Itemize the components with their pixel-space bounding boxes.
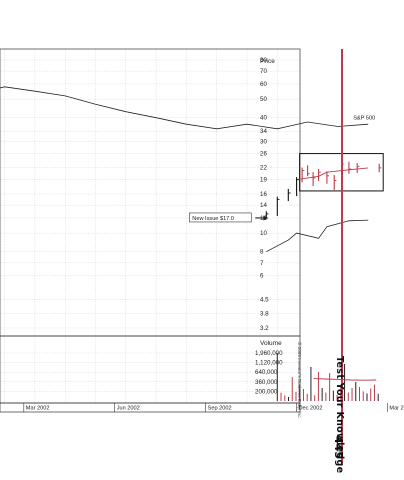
relative-strength-line	[266, 219, 369, 253]
volume-tick-label: 360,000	[255, 379, 278, 386]
page-margin-rule	[341, 49, 343, 465]
price-tick-label: 4.5	[260, 297, 269, 304]
price-panel: Price 80706050403430262219161412108764.5…	[0, 48, 384, 337]
annotation-new-issue-box	[189, 212, 252, 223]
price-tick-label: 22	[260, 164, 267, 171]
price-tick-label: 34	[260, 128, 267, 135]
volume-bars	[276, 353, 379, 401]
price-tick-label: 30	[260, 139, 267, 146]
date-tick-label: Sep 2002	[208, 406, 232, 412]
price-tick-labels: 80706050403430262219161412108764.53.83.2	[260, 57, 269, 332]
rs-line-path	[266, 219, 369, 253]
price-tick-label: 10	[260, 230, 267, 237]
annotation-arrow	[255, 215, 269, 221]
date-tick-label: Jun 2002	[117, 406, 140, 412]
volume-tick-label: 200,000	[255, 388, 278, 395]
price-axis-label: Price	[260, 58, 275, 65]
date-tick-label: Dec 2002	[299, 406, 323, 412]
price-tick-label: 14	[260, 202, 267, 209]
price-tick-label: 16	[260, 191, 267, 198]
price-tick-label: 40	[260, 115, 267, 122]
volume-grid	[0, 336, 300, 403]
price-tick-label: 8	[260, 249, 264, 256]
sp500-line	[0, 86, 369, 130]
volume-tick-label: 640,000	[255, 369, 278, 376]
volume-tick-label: 1,960,000	[255, 350, 283, 357]
price-tick-label: 80	[260, 57, 267, 64]
annotation-new-issue: New Issue $17.0	[192, 216, 234, 222]
copyright-notice: © 2005 Investor's Business Daily, Inc.	[297, 342, 302, 419]
price-bars	[265, 160, 382, 218]
price-tick-label: 7	[260, 260, 264, 267]
price-panel-frame	[0, 48, 301, 337]
volume-tick-label: 1,120,000	[255, 360, 283, 367]
price-tick-label: 50	[260, 96, 267, 103]
date-axis-frame	[0, 402, 301, 413]
price-tick-label: 3.2	[260, 325, 269, 332]
volume-panel: Volume 1,960,000 1,120,000 640,000 360,000 2…	[0, 335, 379, 404]
page-number: 445	[332, 436, 345, 459]
volume-axis-label: Volume	[260, 340, 282, 347]
price-tick-label: 60	[260, 81, 267, 88]
volume-tick-labels: 1,960,000 1,120,000 640,000 360,000 200,000	[255, 350, 283, 395]
date-tick-label: Mar 2002	[26, 406, 50, 412]
price-tick-label: 26	[260, 151, 267, 158]
date-axis: Mar 2002 Jun 2002 Sep 2002 Dec 2002 Mar 2003	[0, 402, 404, 413]
sp-line-path	[0, 86, 369, 130]
volume-moving-average	[313, 378, 377, 381]
annotation-sp500: S&P 500	[353, 116, 375, 122]
date-tick-label: Mar 2003	[389, 406, 404, 412]
date-tick-labels: Mar 2002 Jun 2002 Sep 2002 Dec 2002 Mar 2003	[23, 403, 404, 412]
price-grid	[0, 49, 300, 336]
price-tick-label: 3.8	[260, 311, 269, 318]
price-tick-label: 70	[260, 68, 267, 75]
price-tick-label: 19	[260, 177, 267, 184]
volume-ma-path	[313, 378, 377, 381]
price-tick-label: 6	[260, 273, 264, 280]
annotations: S&P 500 New Issue $17.0	[189, 116, 375, 223]
